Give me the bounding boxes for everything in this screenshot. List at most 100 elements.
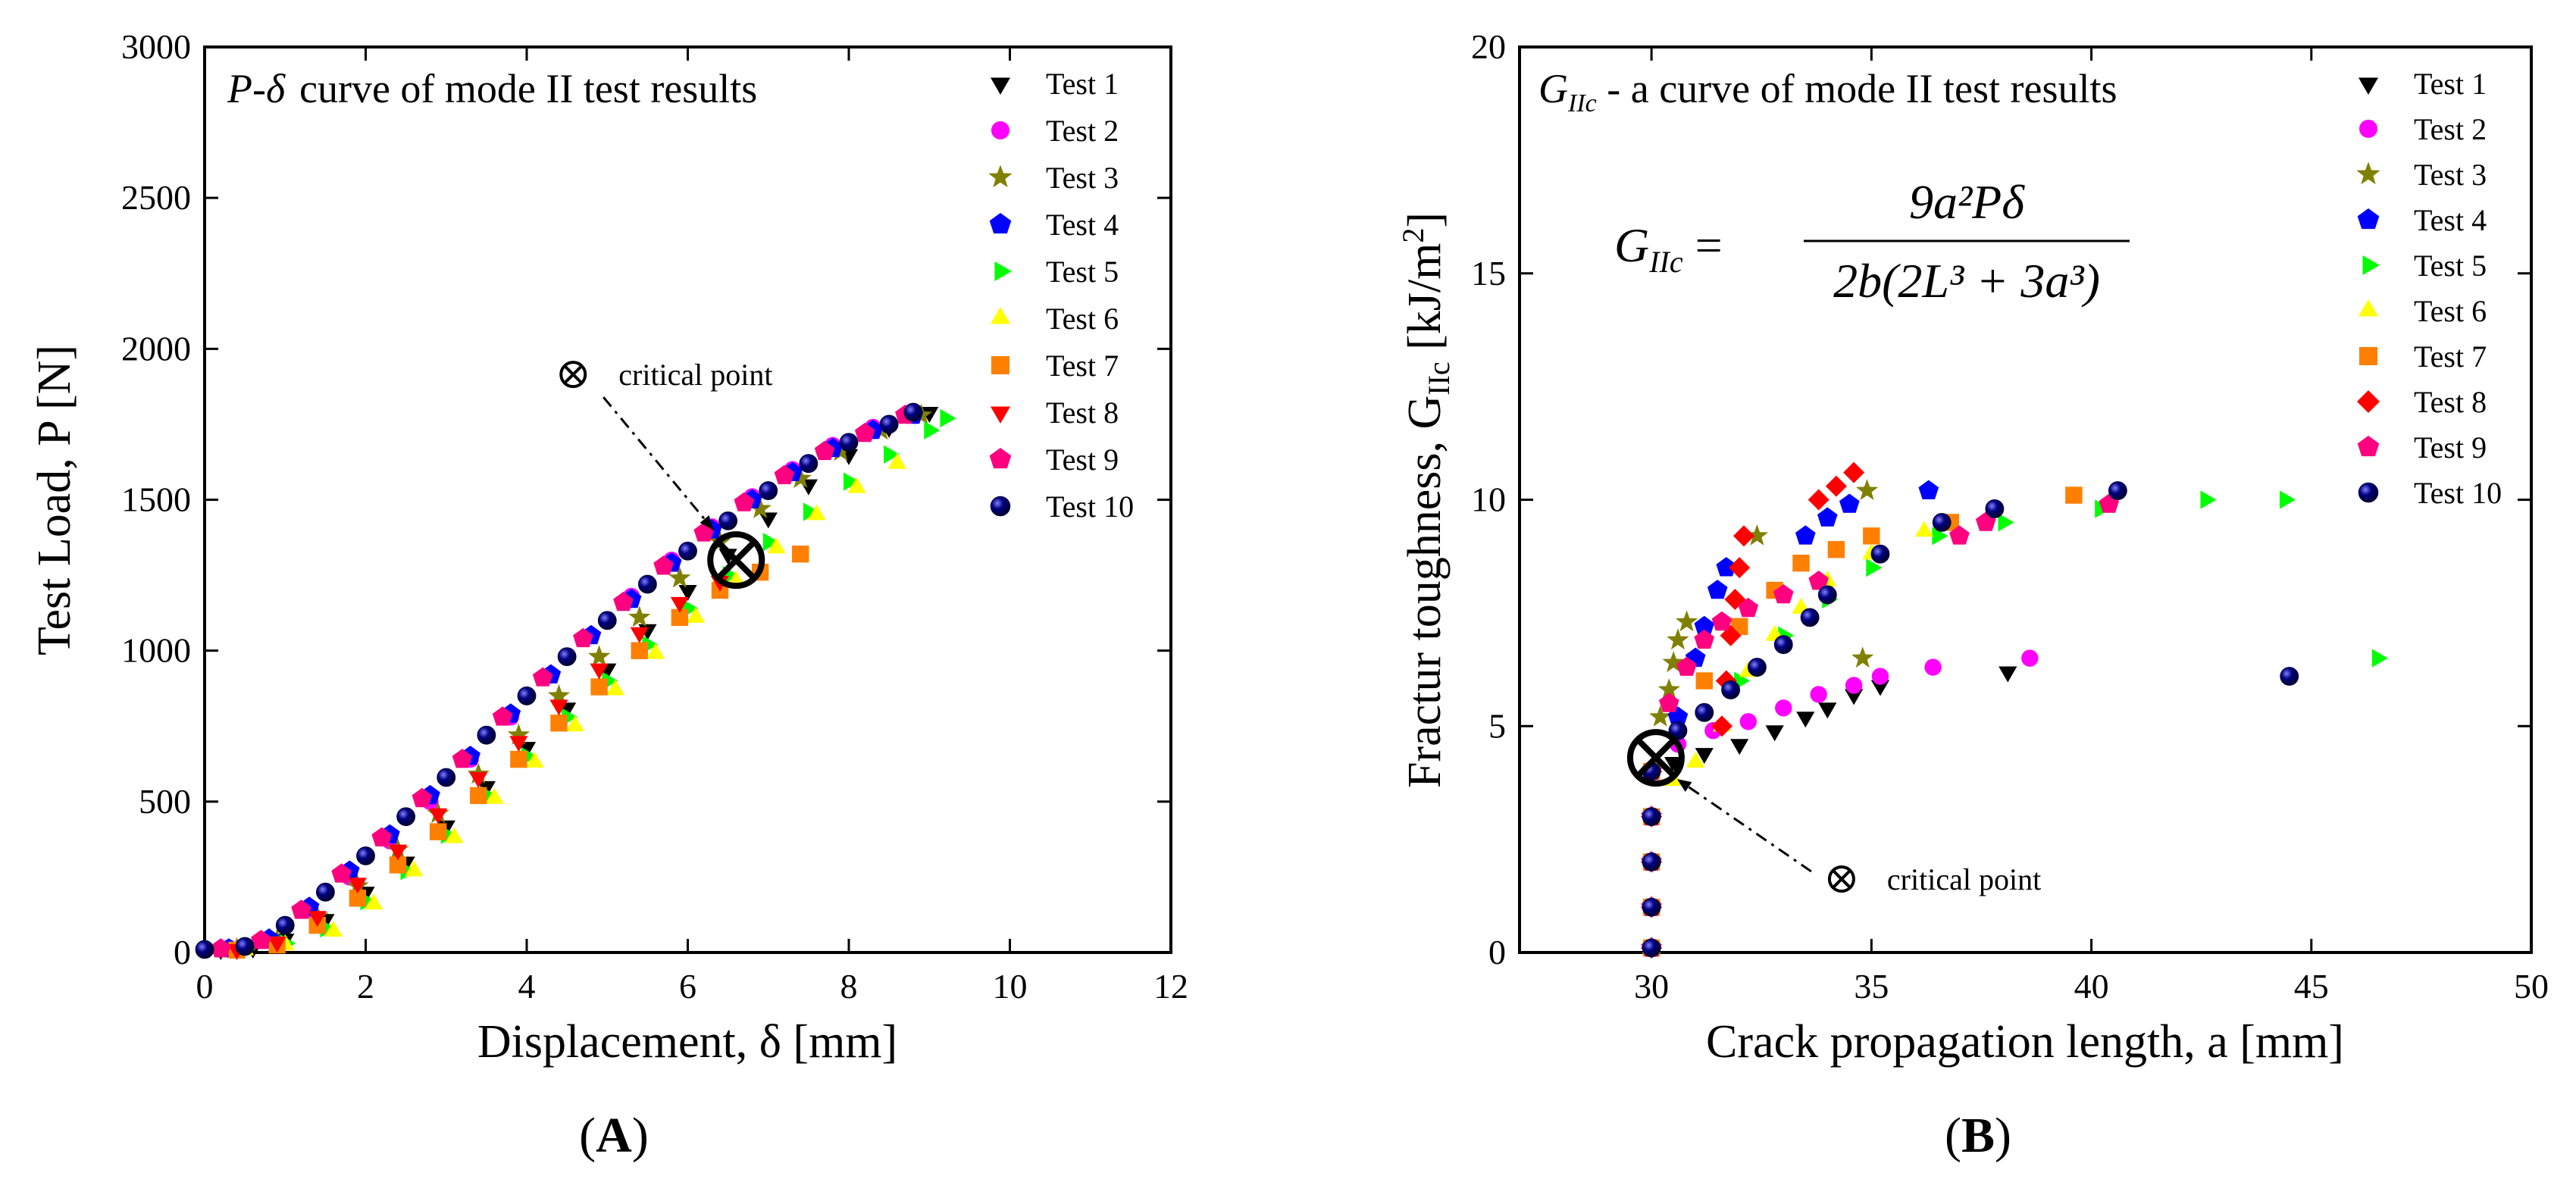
data-point xyxy=(597,611,617,630)
data-point xyxy=(1649,705,1672,727)
data-point xyxy=(1845,677,1863,694)
data-point xyxy=(356,846,375,865)
data-point xyxy=(2200,490,2217,509)
data-point xyxy=(389,856,407,874)
legend-label: Test 9 xyxy=(2414,430,2487,464)
data-point xyxy=(749,497,772,518)
panel-b-x-axis-label: Crack propagation length, a [mm] xyxy=(1706,1016,2344,1068)
data-point xyxy=(275,915,295,935)
data-point xyxy=(767,537,786,554)
critical-point-label: critical point xyxy=(618,358,772,392)
data-point xyxy=(470,787,487,805)
data-point xyxy=(1695,672,1713,690)
data-point xyxy=(803,502,819,521)
legend-item: Test 2 xyxy=(2359,112,2487,146)
data-point xyxy=(687,606,706,623)
data-point xyxy=(1863,527,1880,545)
panel-a-x-tick-label: 10 xyxy=(993,967,1028,1006)
data-point xyxy=(557,647,577,667)
data-point xyxy=(1866,558,1883,577)
legend-label: Test 2 xyxy=(2414,112,2487,146)
legend-marker xyxy=(2362,255,2380,275)
legend-label: Test 1 xyxy=(1046,67,1119,101)
critical-point-arrowhead xyxy=(1676,779,1692,792)
data-point xyxy=(1985,499,2005,518)
legend-item: Test 3 xyxy=(2356,158,2487,192)
series-test-1 xyxy=(211,407,939,960)
data-point xyxy=(774,464,795,484)
data-point xyxy=(653,555,674,575)
legend-item: Test 8 xyxy=(2357,385,2487,419)
legend-label: Test 8 xyxy=(2414,385,2487,419)
data-point xyxy=(2280,667,2299,686)
data-point xyxy=(590,678,608,696)
data-point xyxy=(628,605,651,627)
data-point xyxy=(1845,689,1864,705)
legend-marker xyxy=(2357,390,2380,413)
data-point xyxy=(646,643,665,659)
data-point xyxy=(734,492,755,511)
data-point xyxy=(1949,525,1970,545)
data-point xyxy=(1686,752,1705,768)
data-point xyxy=(844,472,859,491)
legend-item: Test 9 xyxy=(989,443,1119,477)
legend-item: Test 10 xyxy=(2358,476,2502,510)
data-point xyxy=(1729,557,1751,579)
panel-a-x-axis-label: Displacement, δ [mm] xyxy=(477,1016,897,1068)
panel-a-x-tick-label: 0 xyxy=(196,967,214,1006)
panel-b-y-tick-label: 0 xyxy=(1488,933,1506,971)
legend-label: Test 2 xyxy=(1046,114,1119,148)
data-point xyxy=(1871,668,1889,685)
data-point xyxy=(1738,597,1759,618)
equation-denominator: 2b(2L³ + 3a³) xyxy=(1833,254,2100,308)
legend-item: Test 7 xyxy=(991,349,1119,383)
data-point xyxy=(573,627,593,648)
data-point xyxy=(1659,693,1679,712)
panel-a-y-tick-label: 3000 xyxy=(121,27,191,66)
legend-marker xyxy=(991,77,1010,95)
critical-point-label: critical point xyxy=(1887,862,2041,896)
data-point xyxy=(235,937,255,956)
critical-point-legend: critical point xyxy=(1676,777,2041,896)
legend-marker xyxy=(2357,208,2380,230)
series-test-9 xyxy=(210,405,916,958)
panel-b-letter: B xyxy=(1961,1108,1995,1163)
legend-item: Test 7 xyxy=(2359,339,2487,374)
legend-marker xyxy=(988,164,1013,188)
data-point xyxy=(1711,715,1732,737)
data-point xyxy=(549,699,568,716)
data-point xyxy=(405,860,424,877)
data-point xyxy=(525,752,544,768)
data-point xyxy=(1999,666,2017,683)
data-point xyxy=(1773,635,1793,655)
data-point xyxy=(1924,658,1942,676)
data-point xyxy=(324,921,343,937)
data-point xyxy=(1825,475,1847,497)
data-point xyxy=(1810,686,1827,703)
data-point xyxy=(718,511,738,530)
legend-marker xyxy=(991,121,1009,139)
data-point xyxy=(920,407,939,423)
legend-item: Test 6 xyxy=(2358,294,2487,328)
data-point xyxy=(1642,897,1661,917)
panel-b-marks: critical point xyxy=(1626,461,2388,959)
data-point xyxy=(854,422,875,443)
legend-marker xyxy=(2358,482,2379,503)
critical-point-arrowhead xyxy=(700,515,714,530)
series-test-2 xyxy=(1642,649,2039,957)
panel-a-x-tick-label: 6 xyxy=(679,967,696,1006)
panel-b-x-tick-label: 30 xyxy=(1634,967,1669,1006)
data-point xyxy=(445,827,464,843)
panel-b-x-tick-label: 40 xyxy=(2074,967,2109,1006)
critical-point-marker xyxy=(1626,729,1685,787)
panel-b-x-tick-label: 35 xyxy=(1854,967,1889,1006)
panel-a-marks: critical point xyxy=(195,358,956,960)
data-point xyxy=(1775,699,1792,717)
panel-b-axes: 30 35 40 45 50 0 5 10 15 20 xyxy=(1471,27,2549,1006)
data-point xyxy=(1800,608,1820,627)
critical-point-leader xyxy=(1676,777,1812,873)
legend-label: Test 6 xyxy=(2414,294,2487,328)
data-point xyxy=(365,893,383,910)
legend-label: Test 4 xyxy=(1046,208,1119,242)
data-point xyxy=(396,807,416,827)
